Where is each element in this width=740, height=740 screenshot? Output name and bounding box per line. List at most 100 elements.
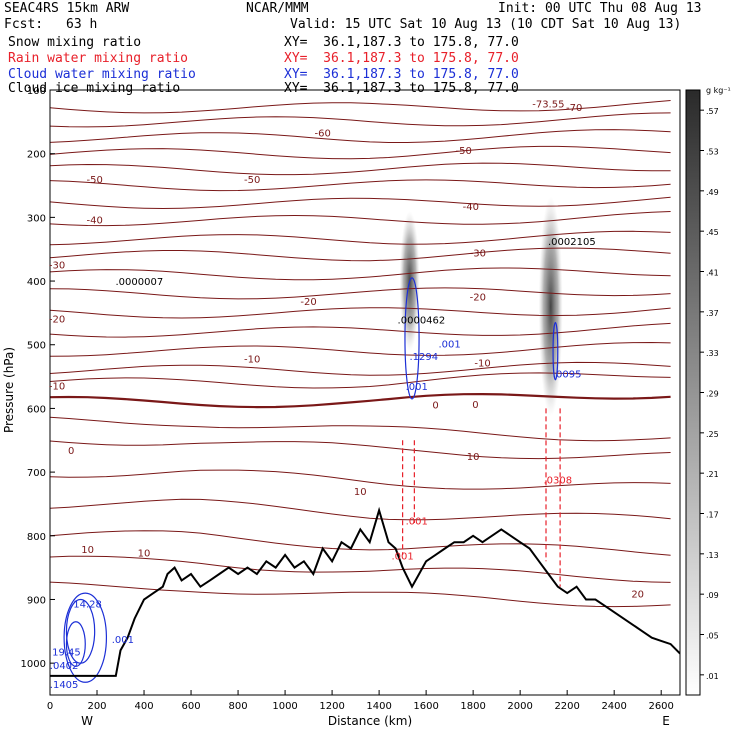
field-rain: Rain water mixing ratio bbox=[8, 51, 189, 66]
y-tick-label: 700 bbox=[27, 468, 46, 479]
isotherm-label: -73.55 bbox=[532, 99, 564, 110]
colorbar-label: .05 bbox=[706, 632, 719, 641]
isotherm-line bbox=[50, 307, 671, 319]
x-tick-label: 2000 bbox=[507, 701, 532, 712]
colorbar-label: .25 bbox=[706, 430, 719, 439]
x-tick-label: 1000 bbox=[272, 701, 297, 712]
direction-east: E bbox=[662, 714, 670, 728]
x-tick-label: 2600 bbox=[648, 701, 673, 712]
y-tick-label: 500 bbox=[27, 341, 46, 352]
colorbar-label: .53 bbox=[706, 148, 719, 157]
max-value-label: .1405 bbox=[50, 680, 79, 691]
colorbar-label: .21 bbox=[706, 470, 719, 479]
isotherm-line bbox=[50, 416, 671, 442]
max-value-label: .0402 bbox=[50, 661, 79, 672]
colorbar-label: .17 bbox=[706, 511, 719, 520]
plot-frame bbox=[49, 89, 681, 696]
y-tick-label: 600 bbox=[27, 404, 46, 415]
colorbar-label: .45 bbox=[706, 228, 719, 237]
y-tick-label: 1000 bbox=[21, 659, 46, 670]
colorbar-label: .37 bbox=[706, 309, 719, 318]
colorbar bbox=[685, 89, 701, 696]
field-snow-xy: XY= 36.1,187.3 to 175.8, 77.0 bbox=[284, 35, 519, 50]
y-tick-label: 300 bbox=[27, 213, 46, 224]
fcst-label: Fcst: bbox=[4, 17, 44, 32]
x-tick-label: 1600 bbox=[413, 701, 438, 712]
isotherm-label: -20 bbox=[49, 315, 65, 326]
colorbar-label: .09 bbox=[706, 591, 719, 600]
x-tick-label: 600 bbox=[181, 701, 200, 712]
max-value-label: .0308 bbox=[543, 476, 572, 487]
isotherm-line bbox=[50, 230, 671, 246]
isotherm-label: -10 bbox=[474, 359, 490, 370]
isotherm-line bbox=[50, 112, 671, 128]
x-tick-label: 1200 bbox=[319, 701, 344, 712]
field-cloud-ice: Cloud ice mixing ratio bbox=[8, 81, 181, 96]
y-tick-label: 800 bbox=[27, 532, 46, 543]
cloud-water-contour bbox=[404, 277, 420, 400]
isotherm-line bbox=[50, 287, 671, 300]
max-value-label: .0000462 bbox=[398, 315, 446, 326]
isotherm-label: 0 bbox=[472, 400, 478, 411]
isotherm-label: -20 bbox=[470, 292, 486, 303]
max-value-label: .001 bbox=[438, 339, 460, 350]
isotherm-label: -10 bbox=[244, 355, 260, 366]
colorbar-label: .49 bbox=[706, 188, 719, 197]
isotherm-label: -70 bbox=[566, 103, 582, 114]
isotherm-line bbox=[50, 581, 671, 608]
x-tick-label: 1800 bbox=[460, 701, 485, 712]
isotherm-line bbox=[50, 341, 671, 357]
isotherm-line bbox=[50, 267, 671, 281]
terrain-line bbox=[50, 506, 680, 677]
isotherm-line bbox=[50, 211, 671, 227]
field-cloud-water: Cloud water mixing ratio bbox=[8, 67, 196, 82]
x-tick-label: 2200 bbox=[554, 701, 579, 712]
cloud-water-contour bbox=[65, 621, 86, 667]
x-tick-label: 1400 bbox=[366, 701, 391, 712]
isotherm-line bbox=[50, 247, 671, 262]
isotherm-line bbox=[50, 498, 671, 521]
isotherm-label: 10 bbox=[138, 548, 151, 559]
init-time: Init: 00 UTC Thu 08 Aug 13 bbox=[498, 1, 702, 16]
x-tick-label: 0 bbox=[47, 701, 53, 712]
x-tick-label: 2400 bbox=[601, 701, 626, 712]
colorbar-label: .01 bbox=[706, 672, 719, 681]
x-tick-label: 200 bbox=[87, 701, 106, 712]
y-tick-label: 900 bbox=[27, 595, 46, 606]
isotherm-label: -40 bbox=[463, 202, 479, 213]
colorbar-label: .29 bbox=[706, 390, 719, 399]
isotherm-line bbox=[50, 100, 671, 114]
isotherm-label: -30 bbox=[470, 248, 486, 259]
isotherm-line bbox=[50, 555, 671, 583]
max-value-label: 14.28 bbox=[73, 599, 102, 610]
direction-west: W bbox=[81, 714, 93, 728]
isotherm-label: -60 bbox=[315, 129, 331, 140]
x-tick-label: 800 bbox=[229, 701, 248, 712]
isotherm-line bbox=[50, 440, 671, 460]
colorbar-label: .57 bbox=[706, 107, 719, 116]
isotherm-line bbox=[50, 530, 671, 556]
y-tick-label: 200 bbox=[27, 150, 46, 161]
isotherm-line bbox=[50, 361, 671, 376]
x-tick-label: 400 bbox=[134, 701, 153, 712]
max-value-label: .001 bbox=[406, 517, 428, 528]
isotherm-label: -20 bbox=[300, 297, 316, 308]
isotherm-line bbox=[50, 162, 671, 176]
max-value-label: .1294 bbox=[409, 352, 438, 363]
isotherm-label: 20 bbox=[631, 590, 644, 601]
zero-isotherm bbox=[50, 392, 671, 409]
max-value-label: .0095 bbox=[553, 369, 582, 380]
isotherm-label: 0 bbox=[68, 446, 74, 457]
isotherm-line bbox=[50, 372, 671, 389]
x-axis-label: Distance (km) bbox=[328, 714, 412, 728]
valid-time: Valid: 15 UTC Sat 10 Aug 13 (10 CDT Sat … bbox=[290, 17, 682, 32]
isotherm-label: -50 bbox=[86, 175, 102, 186]
colorbar-label: .33 bbox=[706, 349, 719, 358]
isotherm-label: 10 bbox=[467, 452, 480, 463]
max-value-label: .001 bbox=[391, 552, 413, 563]
isotherm-line bbox=[50, 145, 671, 160]
isotherm-label: 0 bbox=[432, 401, 438, 412]
y-tick-label: 400 bbox=[27, 277, 46, 288]
field-rain-xy: XY= 36.1,187.3 to 175.8, 77.0 bbox=[284, 51, 519, 66]
